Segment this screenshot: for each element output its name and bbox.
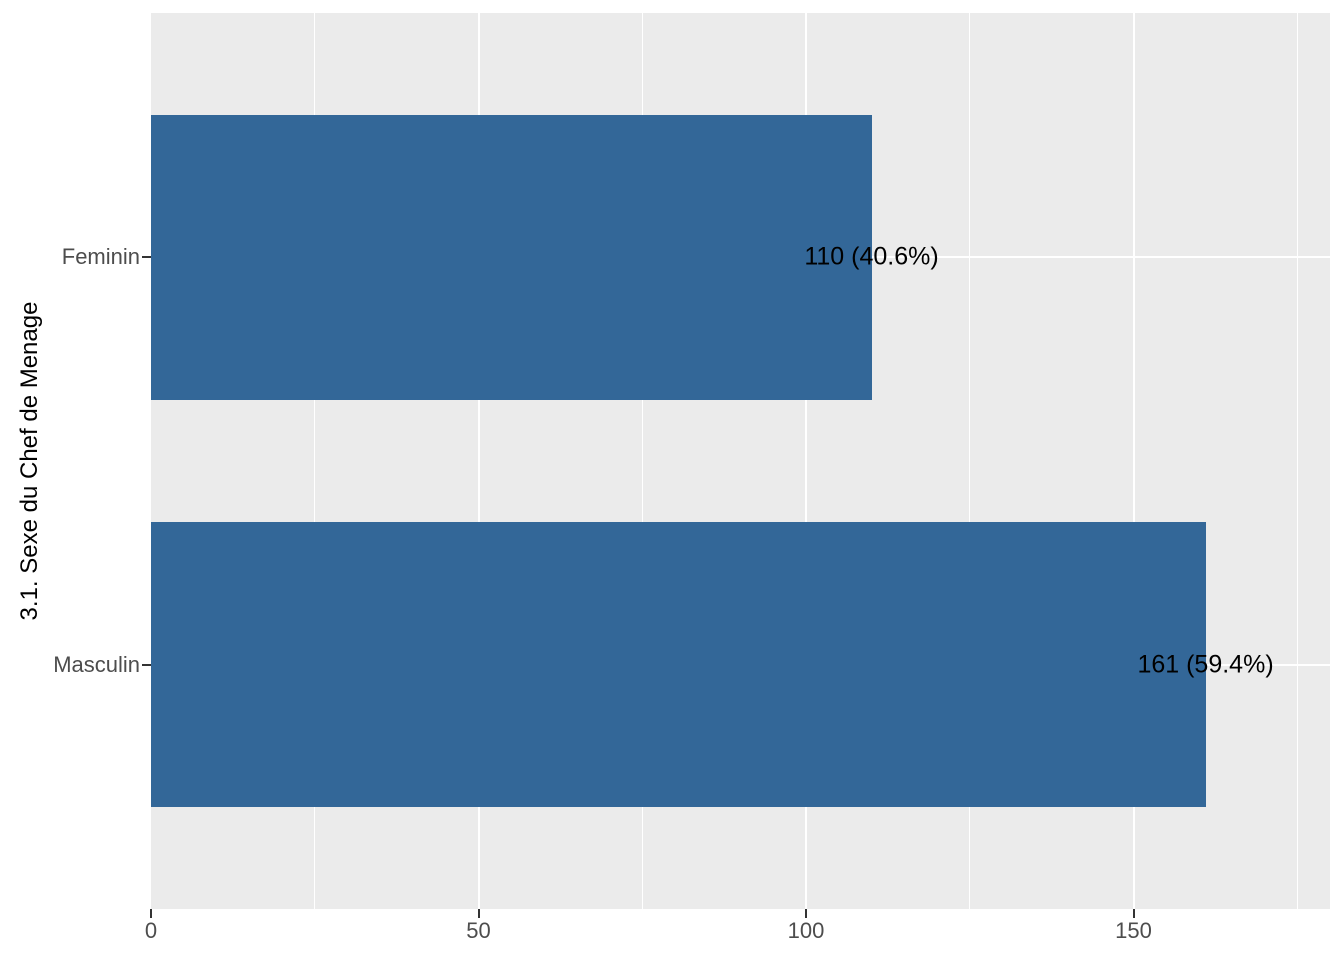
y-axis-category-label-feminin: Feminin — [61, 244, 140, 270]
y-axis-tick-mark — [142, 256, 151, 259]
x-axis-tick-label: 100 — [787, 918, 825, 943]
gridline-minor — [969, 13, 971, 909]
y-axis-title: 3.1. Sexe du Chef de Menage — [16, 301, 43, 621]
y-axis-category-label-masculin: Masculin — [53, 651, 140, 677]
bar-masculin — [151, 522, 1206, 808]
y-axis-tick-mark — [142, 663, 151, 666]
gridline-minor — [314, 13, 316, 909]
x-axis-tick-mark — [150, 909, 152, 918]
bar-value-label: 110 (40.6%) — [804, 242, 939, 271]
x-axis-tick-label: 150 — [1115, 918, 1152, 943]
x-axis-tick-mark — [805, 909, 807, 918]
bar-value-label: 161 (59.4%) — [1137, 650, 1274, 679]
x-axis-tick-label: 0 — [144, 918, 158, 943]
x-axis-tick-mark — [1132, 909, 1135, 918]
gridline-minor — [641, 13, 643, 909]
x-axis-tick-label: 50 — [466, 918, 491, 943]
gridline-major — [805, 13, 807, 909]
gridline-major — [477, 13, 480, 909]
gridline-minor — [1296, 13, 1298, 909]
x-axis-tick-mark — [477, 909, 480, 918]
gridline-major — [1132, 13, 1135, 909]
bar-feminin — [151, 114, 872, 400]
